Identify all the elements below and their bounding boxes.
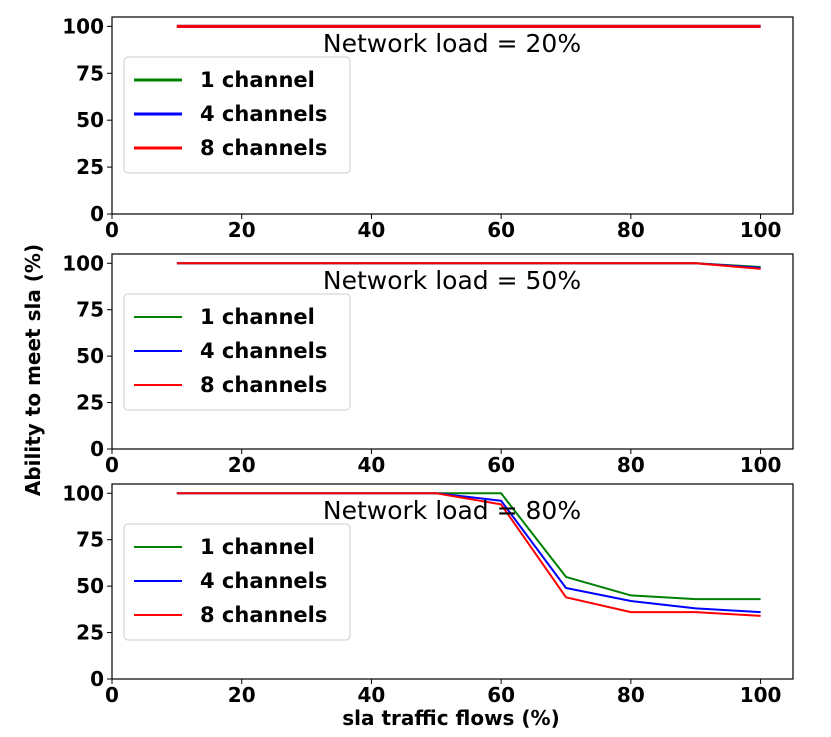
y-tick-label: 0 <box>90 202 104 226</box>
y-tick-label: 50 <box>76 344 104 368</box>
legend-entry-label: 4 channels <box>200 102 327 126</box>
x-tick-label: 0 <box>105 453 119 477</box>
x-tick-label: 80 <box>617 453 645 477</box>
legend-box <box>123 523 351 641</box>
legend-entry-label: 4 channels <box>200 339 327 363</box>
y-tick-label: 50 <box>76 108 104 132</box>
legend-entry-label: 4 channels <box>200 569 327 593</box>
panel-2: 0 20 40 60 80 100 0 25 50 75 100 Network load = 50%… <box>62 251 794 477</box>
x-tick-label: 60 <box>487 453 515 477</box>
legend: 1 channel 4 channels 8 channels <box>123 293 351 411</box>
y-tick-label: 0 <box>90 667 104 691</box>
legend-box <box>123 293 351 411</box>
x-tick-label: 20 <box>228 683 256 707</box>
panel-1: 0 20 40 60 80 100 0 25 50 75 100 Network load = 20%… <box>62 14 794 242</box>
y-tick-label: 75 <box>76 61 104 85</box>
y-tick-label: 100 <box>62 14 104 38</box>
y-tick-label: 25 <box>76 155 104 179</box>
y-tick-label: 0 <box>90 437 104 461</box>
panel-3: 0 20 40 60 80 100 0 25 50 75 100 Network load = 80%… <box>62 481 794 707</box>
x-tick-label: 20 <box>228 218 256 242</box>
legend: 1 channel 4 channels 8 channels <box>123 523 351 641</box>
x-tick-label: 100 <box>740 453 782 477</box>
x-tick-label: 80 <box>617 218 645 242</box>
y-tick-label: 75 <box>76 528 104 552</box>
panel-title: Network load = 20% <box>323 29 581 58</box>
y-tick-label: 100 <box>62 481 104 505</box>
y-tick-label: 100 <box>62 251 104 275</box>
y-tick-label: 25 <box>76 391 104 415</box>
legend-entry-label: 8 channels <box>200 603 327 627</box>
legend: 1 channel 4 channels 8 channels <box>123 56 351 174</box>
x-axis-label: sla traffic flows (%) <box>342 706 560 730</box>
x-tick-label: 60 <box>487 683 515 707</box>
x-tick-label: 40 <box>358 218 386 242</box>
x-tick-label: 0 <box>105 218 119 242</box>
x-tick-label: 100 <box>740 683 782 707</box>
x-tick-label: 100 <box>740 218 782 242</box>
panel-title: Network load = 50% <box>323 266 581 295</box>
x-tick-label: 40 <box>358 453 386 477</box>
legend-box <box>123 56 351 174</box>
x-tick-label: 0 <box>105 683 119 707</box>
x-tick-label: 80 <box>617 683 645 707</box>
y-tick-label: 25 <box>76 621 104 645</box>
x-tick-label: 60 <box>487 218 515 242</box>
legend-entry-label: 8 channels <box>200 373 327 397</box>
legend-entry-label: 1 channel <box>200 305 315 329</box>
x-tick-label: 40 <box>358 683 386 707</box>
series-line-8-channels <box>176 262 761 270</box>
legend-entry-label: 1 channel <box>200 68 315 92</box>
legend-entry-label: 1 channel <box>200 535 315 559</box>
series-line-8-channels <box>176 492 761 617</box>
panel-title: Network load = 80% <box>323 496 581 525</box>
y-tick-label: 75 <box>76 298 104 322</box>
legend-entry-label: 8 channels <box>200 136 327 160</box>
y-axis-label: Ability to meet sla (%) <box>21 244 45 496</box>
x-tick-label: 20 <box>228 453 256 477</box>
y-tick-label: 50 <box>76 574 104 598</box>
